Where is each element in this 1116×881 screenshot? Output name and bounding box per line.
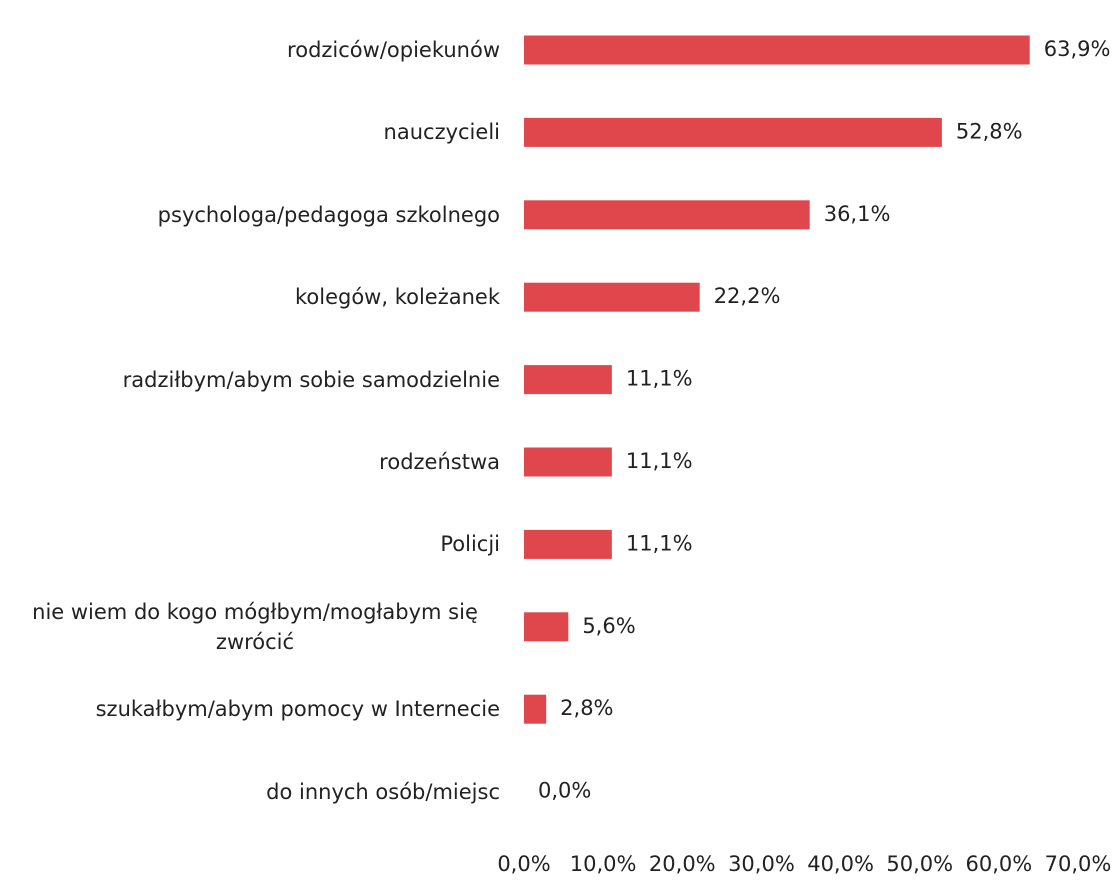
category-label: psychologa/pedagoga szkolnego — [157, 202, 500, 227]
value-label: 0,0% — [538, 779, 591, 803]
x-tick-label: 50,0% — [886, 852, 953, 876]
bar — [524, 200, 810, 230]
x-tick-label: 60,0% — [965, 852, 1032, 876]
value-label: 11,1% — [626, 531, 693, 555]
category-label: rodzeństwa — [379, 450, 500, 474]
x-tick-label: 10,0% — [570, 852, 637, 876]
value-label: 22,2% — [714, 284, 781, 308]
bar — [524, 694, 547, 724]
category-label: kolegów, koleżanek — [294, 285, 500, 310]
x-tick-label: 40,0% — [807, 852, 874, 876]
value-label: 63,9% — [1044, 37, 1111, 61]
category-label: nauczycieli — [383, 120, 500, 145]
value-label: 36,1% — [824, 202, 891, 226]
category-label: nie wiem do kogo mógłbym/mogłabym się zw… — [32, 599, 478, 654]
value-label: 11,1% — [626, 449, 693, 473]
category-label: do innych osób/miejsc — [266, 779, 500, 804]
bar — [524, 282, 700, 312]
value-label: 5,6% — [582, 614, 635, 638]
value-label: 52,8% — [956, 119, 1023, 143]
category-label: radziłbym/abym sobie samodzielnie — [122, 367, 500, 392]
value-label: 2,8% — [560, 696, 613, 720]
category-label: Policji — [440, 532, 500, 557]
category-label: rodziców/opiekunów — [287, 38, 500, 62]
x-tick-label: 0,0% — [497, 852, 550, 876]
x-tick-label: 70,0% — [1045, 852, 1112, 876]
x-tick-label: 20,0% — [649, 852, 716, 876]
bar — [524, 365, 612, 395]
bar — [524, 35, 1030, 65]
bar — [524, 612, 569, 642]
x-tick-label: 30,0% — [728, 852, 795, 876]
value-label: 11,1% — [626, 367, 693, 391]
bar — [524, 529, 612, 559]
bar — [524, 117, 942, 147]
bar — [524, 447, 612, 477]
category-label: szukałbym/abym pomocy w Internecie — [95, 697, 500, 722]
